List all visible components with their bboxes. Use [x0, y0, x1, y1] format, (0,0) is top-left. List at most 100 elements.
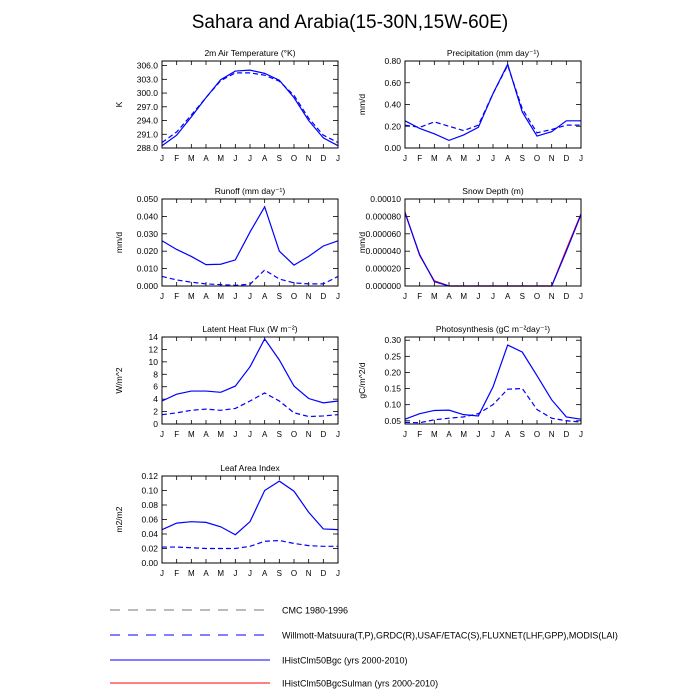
y-tick-label: 297.0: [137, 102, 159, 112]
y-tick-label: 14: [149, 332, 159, 342]
x-tick-label: J: [579, 154, 583, 163]
y-axis-label: mm/d: [114, 232, 124, 254]
x-tick-label: J: [233, 292, 237, 301]
x-tick-label: O: [534, 292, 540, 301]
x-tick-label: S: [277, 569, 282, 578]
x-tick-label: D: [320, 569, 326, 578]
x-tick-label: J: [476, 292, 480, 301]
plot-frame: [404, 198, 582, 287]
y-tick-label: 0.00: [141, 558, 158, 568]
x-tick-label: J: [248, 569, 252, 578]
x-tick-label: A: [262, 292, 268, 301]
y-tick-label: 0.000: [137, 281, 159, 291]
x-tick-label: M: [217, 430, 224, 439]
x-tick-label: N: [306, 154, 312, 163]
x-tick-label: J: [336, 154, 340, 163]
y-axis-label: mm/d: [357, 94, 367, 116]
y-tick-label: 303.0: [137, 74, 159, 84]
y-tick-label: 0.30: [384, 335, 401, 345]
x-tick-label: N: [306, 430, 312, 439]
x-tick-label: D: [320, 154, 326, 163]
x-tick-label: N: [549, 154, 555, 163]
y-tick-label: 0.60: [384, 78, 401, 88]
y-tick-label: 0.00010: [370, 194, 401, 204]
x-tick-label: J: [336, 430, 340, 439]
x-tick-label: M: [217, 292, 224, 301]
series-line-1: [162, 539, 338, 550]
legend-item-1: CMC 1980-1996: [110, 606, 348, 616]
x-tick-label: N: [549, 292, 555, 301]
x-tick-label: F: [417, 154, 422, 163]
x-tick-label: D: [320, 292, 326, 301]
x-tick-label: O: [534, 154, 540, 163]
panel-title: Photosynthesis (gC m⁻²day⁻¹): [436, 324, 550, 334]
x-tick-label: J: [476, 430, 480, 439]
x-tick-label: D: [563, 154, 569, 163]
legend-label: CMC 1980-1996: [282, 606, 348, 616]
y-tick-label: 0.15: [384, 384, 401, 394]
y-tick-label: 0.08: [141, 500, 158, 510]
y-tick-label: 0.010: [137, 264, 159, 274]
x-tick-label: J: [233, 430, 237, 439]
series-line-1: [404, 63, 581, 134]
plot-frame: [161, 336, 339, 425]
x-tick-label: S: [520, 292, 525, 301]
x-tick-label: A: [505, 154, 511, 163]
chart-panel-6: Photosynthesis (gC m⁻²day⁻¹) 0.05 0.10 0.15…: [357, 324, 583, 439]
x-tick-label: O: [291, 430, 297, 439]
plot-frame: [161, 475, 339, 564]
y-tick-label: 0.80: [384, 56, 401, 66]
panel-title: Snow Depth (m): [462, 186, 524, 196]
chart-panel-1: 2m Air Temperature (°K) 288.0 291.0 294.0 29…: [114, 48, 340, 163]
series-line-2: [161, 480, 339, 536]
x-tick-label: M: [431, 154, 438, 163]
y-tick-label: 8: [153, 369, 158, 379]
y-tick-label: 306.0: [137, 61, 159, 71]
x-tick-label: A: [203, 154, 209, 163]
x-tick-label: J: [491, 430, 495, 439]
x-tick-label: O: [291, 154, 297, 163]
x-tick-label: A: [446, 430, 452, 439]
series-line-1: [161, 72, 339, 144]
legend-item-4: IHistClm50BgcSulman (yrs 2000-2010): [110, 679, 438, 689]
x-tick-label: D: [563, 292, 569, 301]
y-tick-label: 294.0: [137, 116, 159, 126]
y-tick-label: 0.050: [137, 194, 159, 204]
x-tick-label: N: [306, 292, 312, 301]
y-tick-label: 0.00: [384, 143, 401, 153]
x-tick-label: D: [563, 430, 569, 439]
x-tick-label: J: [233, 154, 237, 163]
x-tick-label: M: [188, 430, 195, 439]
y-tick-label: 2: [153, 407, 158, 417]
y-tick-label: 0.030: [137, 229, 159, 239]
x-tick-label: S: [277, 430, 282, 439]
x-tick-label: F: [174, 292, 179, 301]
x-tick-label: J: [160, 154, 164, 163]
x-tick-label: M: [460, 430, 467, 439]
y-tick-label: 300.0: [137, 88, 159, 98]
x-tick-label: J: [403, 292, 407, 301]
y-axis-label: K: [114, 101, 124, 107]
legend-label: IHistClm50BgcSulman (yrs 2000-2010): [282, 679, 438, 689]
series-line-1: [404, 387, 582, 424]
x-tick-label: M: [217, 569, 224, 578]
y-tick-label: 0.06: [141, 515, 158, 525]
x-tick-label: M: [460, 292, 467, 301]
legend: CMC 1980-1996 Willmott-Matsuura(T,P),GRDC…: [110, 606, 618, 689]
x-tick-label: J: [491, 292, 495, 301]
chart-panel-2: Precipitation (mm day⁻¹) 0.00 0.20 0.40 0.60…: [357, 48, 583, 163]
x-tick-label: J: [476, 154, 480, 163]
series-line-2: [161, 205, 339, 266]
y-tick-label: 0: [153, 419, 158, 429]
chart-panel-3: Runoff (mm day⁻¹) 0.000 0.010 0.020 0.030 0.0…: [114, 186, 340, 301]
y-tick-label: 0.40: [384, 100, 401, 110]
x-tick-label: A: [446, 154, 452, 163]
y-tick-label: 0.10: [141, 486, 158, 496]
plot-frame: [161, 198, 339, 287]
y-tick-label: 0.12: [141, 471, 158, 481]
x-tick-label: F: [174, 154, 179, 163]
x-tick-label: A: [505, 430, 511, 439]
x-tick-label: J: [336, 569, 340, 578]
